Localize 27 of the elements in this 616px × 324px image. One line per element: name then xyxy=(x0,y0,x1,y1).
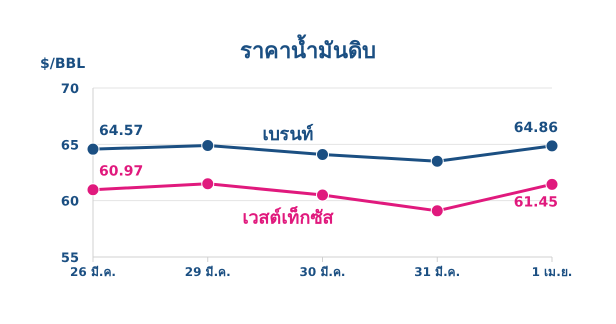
point xyxy=(430,204,444,218)
data-label: 64.57 xyxy=(99,123,144,140)
data-label: 61.45 xyxy=(514,194,558,210)
y-tick-label: 55 xyxy=(60,251,79,266)
data-label: 64.86 xyxy=(514,120,558,136)
point xyxy=(86,183,100,196)
y-tick-label: 65 xyxy=(60,138,79,154)
point xyxy=(316,148,329,161)
point xyxy=(316,188,329,202)
point xyxy=(201,138,214,152)
series-label: เวสต์เท็กซัส xyxy=(242,206,335,229)
x-tick-label: 30 มี.ค. xyxy=(300,265,346,279)
series-label: เบรนท์ xyxy=(262,122,314,145)
point xyxy=(546,178,558,191)
point xyxy=(546,139,558,152)
x-tick-label: 1 เม.ย. xyxy=(532,265,572,279)
point xyxy=(201,177,214,190)
x-tick-label: 31 มี.ค. xyxy=(414,265,460,279)
point xyxy=(430,154,444,168)
x-tick-label: 29 มี.ค. xyxy=(184,265,231,279)
data-label: 60.97 xyxy=(99,164,144,180)
y-tick-label: 70 xyxy=(60,82,79,97)
x-tick-label: 26 มี.ค. xyxy=(70,265,116,279)
chart-title: ราคาน้ำมันดิบ xyxy=(240,34,376,64)
point xyxy=(86,142,100,156)
y-tick-label: 60 xyxy=(60,194,79,210)
y-axis-title: $/BBL xyxy=(40,56,86,72)
